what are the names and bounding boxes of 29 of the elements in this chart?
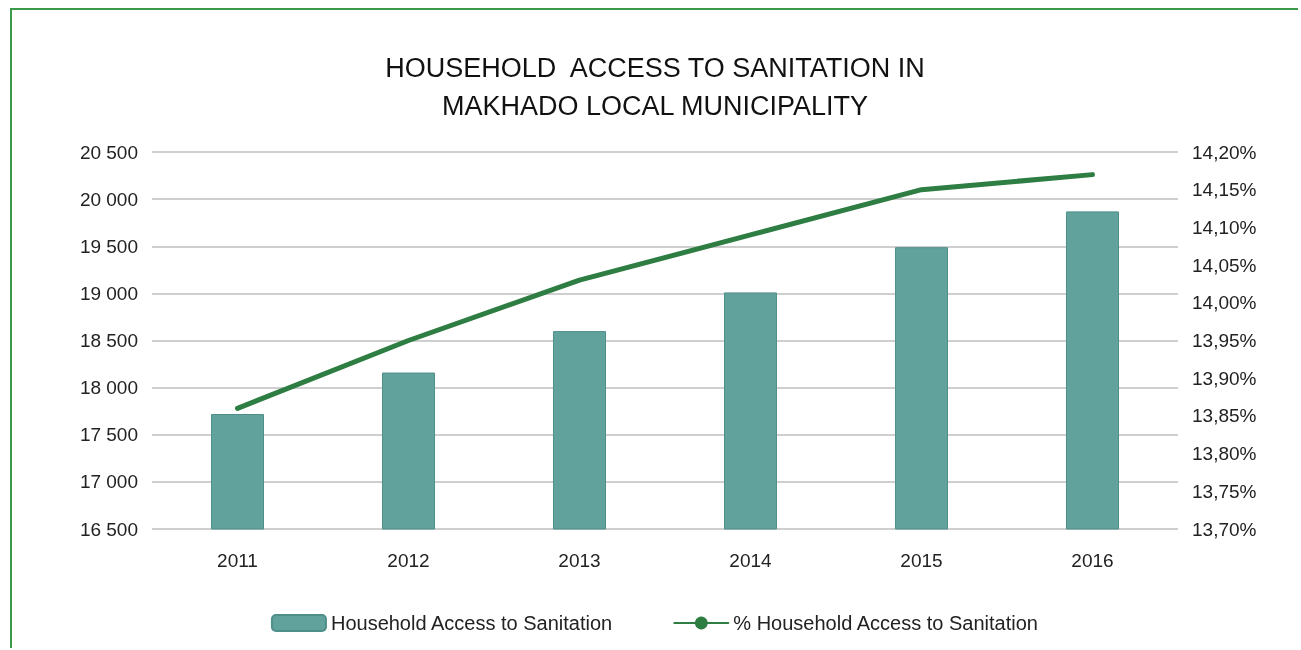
y2-tick-label: 14,00%: [1192, 292, 1257, 314]
y-tick-label: 20 000: [79, 188, 138, 210]
y-tick-label: 17 000: [79, 471, 138, 493]
x-tick-label: 2014: [729, 550, 773, 571]
chart-title: HOUSEHOLD ACCESS TO SANITATION IN MAKHADO LOCAL MUNICIPALITY: [385, 53, 925, 121]
y2-tick-label: 13,75%: [1192, 480, 1257, 502]
y-tick-label: 18 000: [79, 377, 138, 399]
x-tick-label: 2016: [1071, 550, 1114, 571]
legend-label: % Household Access to Sanitation: [733, 612, 1038, 634]
y2-tick-label: 14,10%: [1192, 216, 1257, 238]
y2-tick-label: 14,15%: [1192, 179, 1257, 201]
x-tick-label: 2011: [217, 550, 258, 571]
y2-tick-label: 13,80%: [1192, 443, 1257, 465]
y2-tick-label: 13,90%: [1192, 367, 1257, 389]
y2-tick-label: 14,05%: [1192, 254, 1257, 276]
y2-tick-label: 13,70%: [1192, 518, 1257, 540]
y-tick-label: 16 500: [79, 518, 138, 540]
y-tick-label: 20 500: [79, 141, 138, 163]
y2-tick-label: 13,95%: [1192, 330, 1257, 351]
legend-label: Household Access to Sanitation: [330, 612, 613, 634]
y-tick-label: 19 000: [79, 282, 138, 304]
y2-tick-label: 13,85%: [1192, 405, 1257, 427]
y2-tick-label: 14,20%: [1192, 141, 1257, 163]
y-tick-label: 17 500: [79, 424, 138, 446]
x-tick-label: 2012: [387, 550, 430, 571]
x-tick-label: 2013: [558, 550, 601, 571]
y-tick-label: 19 500: [79, 235, 138, 257]
y-tick-label: 18 500: [79, 330, 138, 351]
x-tick-label: 2015: [900, 550, 943, 571]
